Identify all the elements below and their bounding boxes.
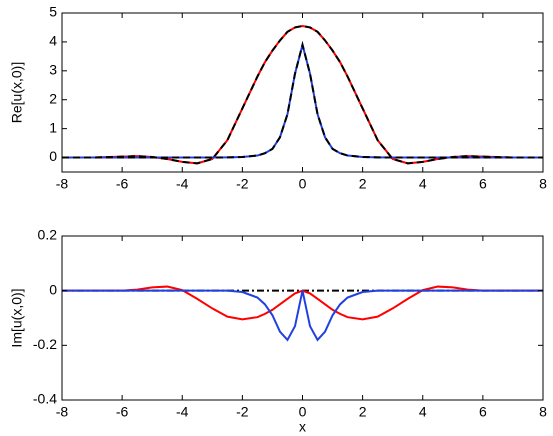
y-tick-label: 0 — [49, 148, 57, 164]
data-line — [62, 40, 543, 159]
x-tick-label: 4 — [419, 176, 427, 192]
y-tick-label: 4 — [49, 33, 57, 49]
y-tick-label: -0.2 — [33, 336, 57, 352]
x-tick-label: 8 — [539, 404, 547, 420]
y-tick-label: 5 — [49, 4, 57, 20]
x-axis-label: x — [299, 419, 306, 435]
x-tick-label: 2 — [359, 176, 367, 192]
plot-frame — [61, 12, 544, 173]
x-tick-label: -2 — [236, 404, 249, 420]
x-tick-label: -6 — [116, 404, 129, 420]
x-tick-label: 2 — [359, 404, 367, 420]
x-tick-label: 6 — [479, 404, 487, 420]
x-tick-label: -4 — [176, 404, 189, 420]
x-tick-label: -2 — [236, 176, 249, 192]
plot-frame — [61, 235, 544, 401]
data-line — [62, 24, 543, 165]
x-tick-label: -6 — [116, 176, 129, 192]
x-tick-label: 4 — [419, 404, 427, 420]
x-tick-label: 6 — [479, 176, 487, 192]
y-axis-label: Re[u(x,0)] — [9, 62, 25, 123]
y-tick-label: 3 — [49, 62, 57, 78]
data-line — [62, 289, 543, 342]
x-tick-label: -4 — [176, 176, 189, 192]
y-axis-label: Im[u(x,0)] — [9, 288, 25, 347]
data-line — [62, 40, 543, 159]
y-tick-label: 2 — [49, 90, 57, 106]
y-tick-label: 0.2 — [38, 227, 58, 243]
x-tick-label: -8 — [56, 176, 69, 192]
x-tick-label: 8 — [539, 176, 547, 192]
x-tick-label: -8 — [56, 404, 69, 420]
y-tick-label: -0.4 — [33, 391, 57, 407]
x-tick-label: 0 — [299, 404, 307, 420]
x-tick-label: 0 — [299, 176, 307, 192]
y-tick-label: 0 — [49, 281, 57, 297]
y-tick-label: 1 — [49, 119, 57, 135]
